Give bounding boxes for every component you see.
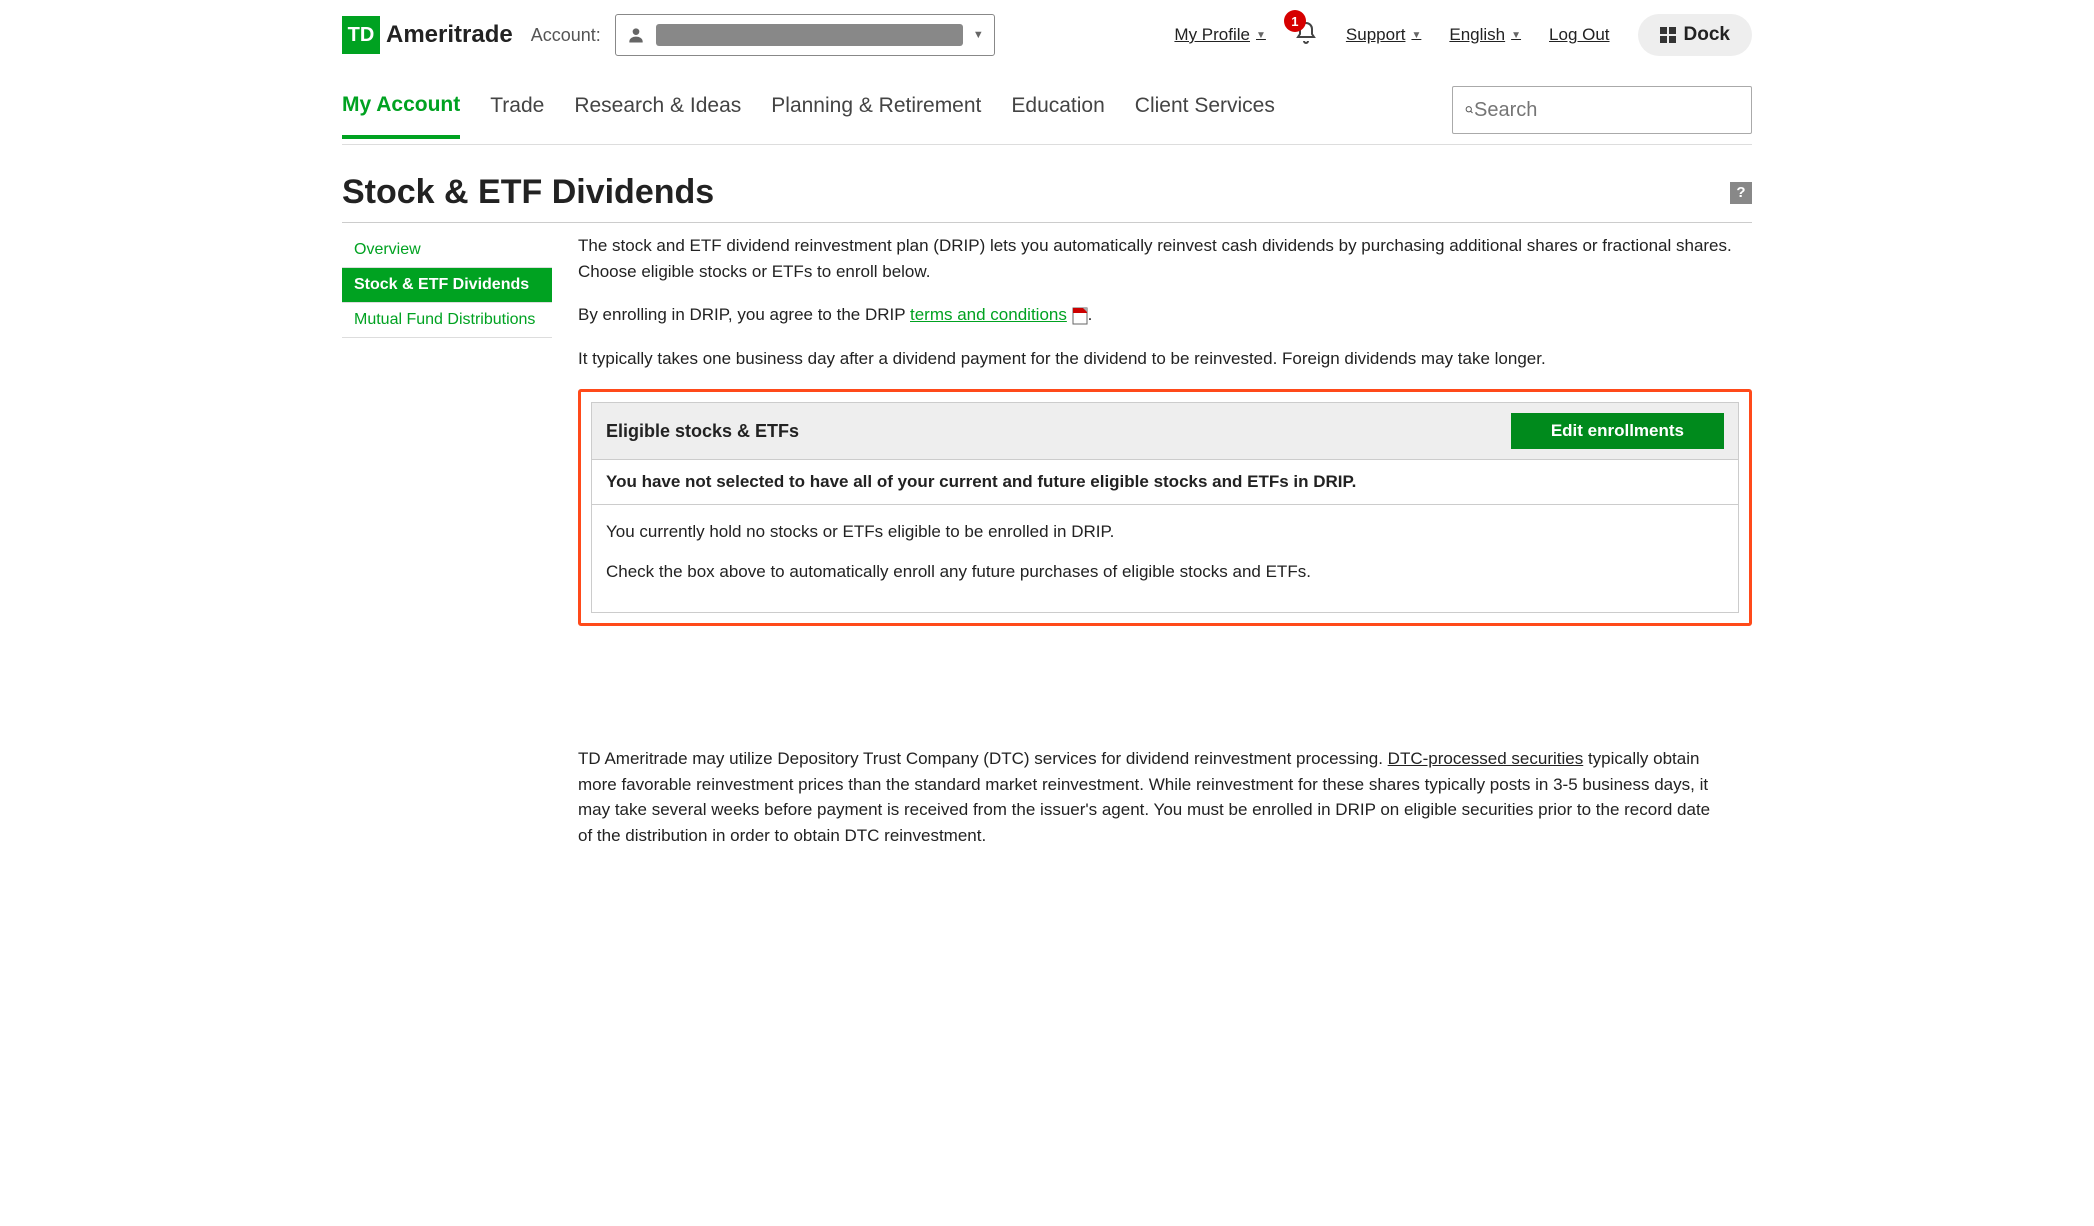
chevron-down-icon: ▼ (1256, 30, 1266, 41)
notifications-button[interactable]: 1 (1294, 20, 1318, 50)
eligible-title: Eligible stocks & ETFs (606, 421, 799, 442)
account-selector[interactable]: ▼ (615, 14, 995, 56)
edit-enrollments-button[interactable]: Edit enrollments (1511, 413, 1724, 449)
intro-2a: By enrolling in DRIP, you agree to the D… (578, 305, 910, 324)
chevron-down-icon: ▼ (1511, 30, 1521, 41)
eligible-body-2: Check the box above to automatically enr… (606, 559, 1724, 585)
highlight-box: Eligible stocks & ETFs Edit enrollments … (578, 389, 1752, 626)
dtc-link[interactable]: DTC-processed securities (1388, 749, 1584, 768)
chevron-down-icon: ▼ (973, 29, 984, 41)
dock-label: Dock (1684, 24, 1730, 46)
support-label: Support (1346, 25, 1406, 45)
intro-2b: . (1088, 305, 1093, 324)
search-box[interactable] (1452, 86, 1752, 134)
footnote-a: TD Ameritrade may utilize Depository Tru… (578, 749, 1388, 768)
my-profile-label: My Profile (1174, 25, 1250, 45)
sidenav-item-mutual-fund[interactable]: Mutual Fund Distributions (342, 303, 552, 338)
intro-paragraph-3: It typically takes one business day afte… (578, 346, 1752, 372)
my-profile-link[interactable]: My Profile ▼ (1174, 25, 1265, 45)
eligible-body: You currently hold no stocks or ETFs eli… (592, 505, 1738, 612)
tab-client-services[interactable]: Client Services (1135, 94, 1275, 136)
terms-link[interactable]: terms and conditions (910, 305, 1067, 324)
dock-icon (1660, 27, 1676, 43)
chevron-down-icon: ▼ (1411, 30, 1421, 41)
brand-logo-text: Ameritrade (386, 21, 513, 49)
account-label: Account: (531, 25, 601, 46)
search-input[interactable] (1474, 99, 1739, 122)
main-panel: The stock and ETF dividend reinvestment … (578, 233, 1752, 866)
intro-paragraph-2: By enrolling in DRIP, you agree to the D… (578, 302, 1752, 328)
dock-button[interactable]: Dock (1638, 14, 1752, 56)
help-icon[interactable]: ? (1730, 182, 1752, 204)
side-nav: Overview Stock & ETF Dividends Mutual Fu… (342, 233, 552, 866)
sidenav-item-stock-etf[interactable]: Stock & ETF Dividends (342, 268, 552, 303)
main-nav: My Account Trade Research & Ideas Planni… (342, 62, 1752, 145)
top-links: My Profile ▼ 1 Support ▼ English ▼ Log O… (1174, 14, 1752, 56)
logout-link[interactable]: Log Out (1549, 25, 1610, 45)
tab-planning[interactable]: Planning & Retirement (771, 94, 981, 136)
sidenav-item-overview[interactable]: Overview (342, 233, 552, 268)
page-title: Stock & ETF Dividends (342, 173, 714, 212)
notification-badge: 1 (1284, 10, 1306, 32)
tab-my-account[interactable]: My Account (342, 93, 460, 139)
search-icon (1465, 98, 1474, 122)
tab-trade[interactable]: Trade (490, 94, 544, 136)
pdf-icon[interactable] (1072, 307, 1088, 325)
eligible-header: Eligible stocks & ETFs Edit enrollments (592, 403, 1738, 460)
language-label: English (1449, 25, 1505, 45)
tab-education[interactable]: Education (1011, 94, 1104, 136)
content-area: Overview Stock & ETF Dividends Mutual Fu… (342, 223, 1752, 866)
eligible-box: Eligible stocks & ETFs Edit enrollments … (591, 402, 1739, 613)
tab-research[interactable]: Research & Ideas (574, 94, 741, 136)
footnote: TD Ameritrade may utilize Depository Tru… (578, 746, 1752, 848)
top-bar: TD Ameritrade Account: ▼ My Profile ▼ 1 … (342, 0, 1752, 62)
eligible-status: You have not selected to have all of you… (592, 460, 1738, 505)
brand-logo[interactable]: TD Ameritrade (342, 16, 513, 54)
eligible-body-1: You currently hold no stocks or ETFs eli… (606, 519, 1724, 545)
intro-paragraph-1: The stock and ETF dividend reinvestment … (578, 233, 1752, 284)
support-link[interactable]: Support ▼ (1346, 25, 1421, 45)
account-redacted (656, 24, 963, 46)
language-link[interactable]: English ▼ (1449, 25, 1521, 45)
brand-logo-box: TD (342, 16, 380, 54)
person-icon (626, 25, 646, 45)
page-title-row: Stock & ETF Dividends ? (342, 145, 1752, 223)
